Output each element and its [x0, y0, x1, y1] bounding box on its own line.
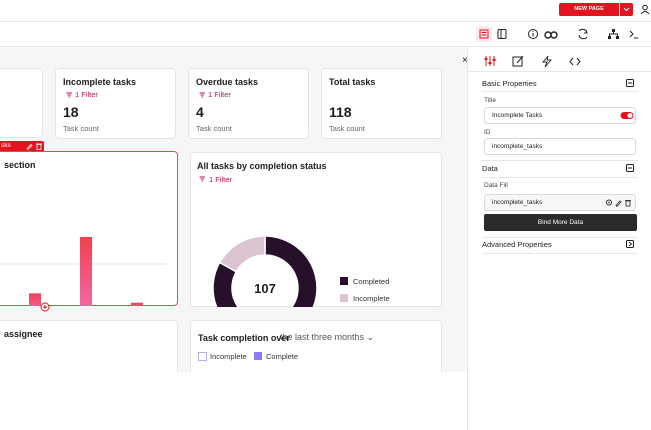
filter-icon-path [66, 92, 72, 98]
title-input[interactable]: Incomplete Tasks [484, 107, 636, 124]
kpi-caption: Task count [196, 124, 232, 133]
kpi-value: 4 [196, 104, 204, 120]
bar [131, 302, 143, 306]
legend-label: Complete [266, 352, 299, 361]
bar-card-title: section [4, 160, 36, 170]
completion-range-text: the last three months [280, 332, 365, 342]
legend-label: Completed [353, 277, 389, 286]
toggle[interactable] [620, 111, 634, 120]
toolbar [0, 22, 651, 47]
assignee-title: assignee [4, 329, 43, 339]
partial-card [0, 68, 43, 138]
section-header[interactable]: Data [482, 164, 498, 173]
filter-icon [66, 92, 72, 98]
filter-icon [199, 92, 205, 98]
add-button[interactable] [40, 302, 50, 312]
bar [29, 293, 41, 306]
kpi-filter: 1 Filter [208, 90, 231, 99]
kpi-caption: Task count [329, 124, 365, 133]
bar [80, 236, 92, 306]
donut-chart: Completed Incomplete 107 [212, 235, 390, 307]
kpi-card: Incomplete tasks 1 Filter 18 Task count [55, 68, 176, 139]
input-text: Incomplete Tasks [492, 112, 543, 119]
completion-title: Task completion over [198, 333, 290, 343]
new-page-button[interactable]: NEW PAGE [559, 3, 619, 16]
user-icon[interactable] [640, 4, 651, 16]
legend-swatch [340, 294, 348, 302]
kpi-card: Overdue tasks 1 Filter 4 Task count [188, 68, 309, 139]
bind-button[interactable]: Bind More Data [484, 214, 637, 231]
legend-swatch [340, 277, 348, 285]
kpi-card: Total tasks 118 Task count [321, 68, 442, 139]
properties-panel: Basic Properties Title Incomplete Tasks … [467, 47, 651, 430]
collapse-icon[interactable] [626, 79, 635, 88]
field-label: ID [484, 129, 491, 136]
completion-range[interactable]: the last three months ⌄ [280, 332, 375, 342]
canvas: sks section New for...ContentDesign All … [0, 47, 467, 372]
field-label: Data Fill [484, 182, 508, 189]
top-bar: NEW PAGE [0, 0, 651, 22]
filter-icon [199, 176, 205, 182]
section-header[interactable]: Basic Properties [482, 79, 537, 88]
toolbar-icons[interactable] [474, 25, 651, 43]
legend-label: Incomplete [210, 352, 247, 361]
donut-center-label: 107 [254, 281, 276, 296]
data-fill-icons[interactable] [606, 198, 636, 207]
bar-chart: New for...ContentDesign [0, 236, 166, 306]
selected-tag[interactable]: sks [0, 141, 44, 151]
selected-tag-label: sks [1, 142, 11, 149]
kpi-filter: 1 Filter [75, 90, 98, 99]
donut-slice [212, 235, 318, 307]
kpi-title: Incomplete tasks [63, 77, 137, 87]
input-text: incomplete_tasks [492, 199, 543, 206]
kpi-caption: Task count [63, 124, 99, 133]
id-input[interactable]: incomplete_tasks [484, 138, 636, 155]
tag-icons[interactable] [25, 142, 43, 150]
kpi-value: 18 [63, 104, 79, 120]
donut-card-title: All tasks by completion status [197, 161, 327, 171]
filter-icon-path [199, 92, 205, 98]
completion-card: Task completion over the last three mont… [190, 320, 442, 372]
panel-tabs[interactable] [478, 53, 598, 69]
new-page-dropdown[interactable] [620, 3, 633, 16]
legend-swatch [198, 352, 207, 361]
chevron [623, 7, 630, 12]
donut-card-filter[interactable]: 1 Filter [209, 175, 232, 184]
data-fill-input[interactable]: incomplete_tasks [484, 194, 636, 211]
legend-swatch [254, 352, 262, 360]
collapse-icon[interactable] [626, 164, 635, 173]
close-button[interactable]: × [462, 55, 468, 66]
kpi-title: Overdue tasks [196, 77, 259, 87]
section-header[interactable]: Advanced Properties [482, 240, 552, 249]
expand-icon[interactable] [626, 240, 635, 249]
legend-label: Incomplete [353, 294, 390, 303]
donut-slice [218, 235, 266, 273]
field-label: Title [484, 97, 497, 104]
kpi-title: Total tasks [329, 77, 376, 87]
assignee-card: assignee [0, 320, 178, 372]
input-text: incomplete_tasks [492, 143, 543, 150]
kpi-value: 118 [329, 104, 352, 120]
